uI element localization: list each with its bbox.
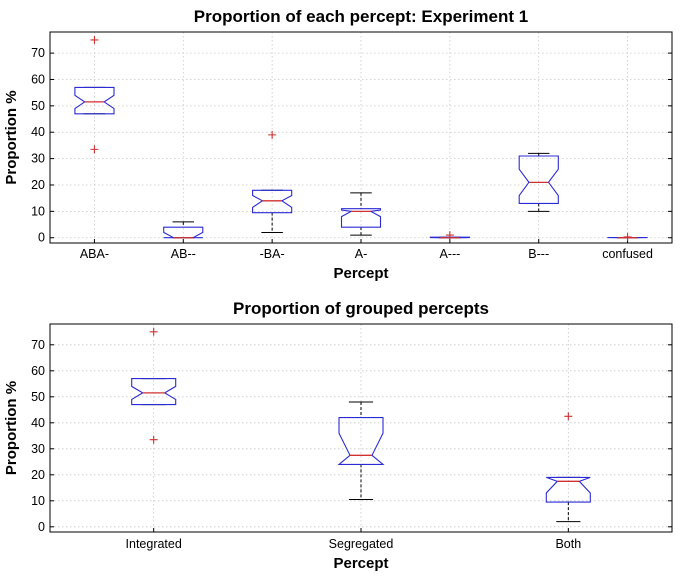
panel-2-y-tick-label: 10: [31, 494, 45, 508]
panel-2-y-tick-label: 0: [38, 520, 45, 534]
panel-1-x-axis-label: Percept: [333, 265, 388, 282]
panel-1-x-tick-label: ABA-: [80, 247, 109, 261]
panel-2-y-tick-label: 50: [31, 390, 45, 404]
panel-2-x-tick-label: Integrated: [126, 537, 182, 551]
panel-2-group: [49, 323, 673, 533]
panel-1-outlier-marker: [90, 35, 99, 44]
panel-2-x-tick-label: Segregated: [329, 537, 394, 551]
panel-1-box: [252, 189, 293, 214]
panel-1-y-axis-label: Proportion %: [3, 90, 20, 184]
panel-1-y-tick-label: 70: [31, 46, 45, 60]
panel-2-y-tick-label: 70: [31, 338, 45, 352]
panel-2-y-tick-label: 40: [31, 416, 45, 430]
panel-2-y-tick-label: 20: [31, 468, 45, 482]
panel-1-outlier-marker: [445, 231, 454, 240]
panel-1-x-tick-label: A-: [355, 247, 368, 261]
panel-1-box: [429, 236, 470, 239]
panel-1-outlier-marker: [90, 145, 99, 154]
panel-2-y-axis-label: Proportion %: [3, 381, 20, 475]
panel-1-y-tick-label: 20: [31, 178, 45, 192]
panel-2-x-axis-label: Percept: [333, 555, 388, 572]
panel-1-y-tick-label: 0: [38, 231, 45, 245]
panel-2-outlier-marker: [149, 327, 158, 336]
panel-1-box: [518, 155, 559, 204]
panel-1-x-tick-label: confused: [602, 247, 653, 261]
panel-2-box: [545, 476, 591, 503]
panel-1-group: [49, 31, 673, 244]
panel-1-y-tick-label: 10: [31, 204, 45, 218]
panel-2-box: [337, 417, 385, 465]
panel-2-x-tick-label: Both: [555, 537, 581, 551]
panel-2-y-tick-label: 60: [31, 364, 45, 378]
panel-1-x-tick-label: AB--: [171, 247, 196, 261]
panel-1-outlier-marker: [623, 232, 632, 241]
panel-2-outlier-marker: [149, 435, 158, 444]
panel-1-box: [163, 226, 204, 239]
panel-1-y-tick-label: 30: [31, 152, 45, 166]
panel-2-y-tick-label: 30: [31, 442, 45, 456]
panel-2-title: Proportion of grouped percepts: [233, 299, 489, 318]
panel-1-title: Proportion of each percept: Experiment 1: [194, 7, 528, 26]
panel-1-box: [74, 86, 115, 115]
panel-1-y-tick-label: 60: [31, 72, 45, 86]
panel-1-x-tick-label: B---: [528, 247, 549, 261]
panel-1-y-tick-label: 50: [31, 99, 45, 113]
panel-2-outlier-marker: [564, 412, 573, 421]
panel-2-box: [131, 378, 177, 406]
panel-1-box: [340, 208, 382, 228]
panel-1-x-tick-label: A---: [439, 247, 460, 261]
panel-1-outlier-marker: [268, 130, 277, 139]
panel-1-x-tick-label: -BA-: [260, 247, 285, 261]
panel-1-y-tick-label: 40: [31, 125, 45, 139]
